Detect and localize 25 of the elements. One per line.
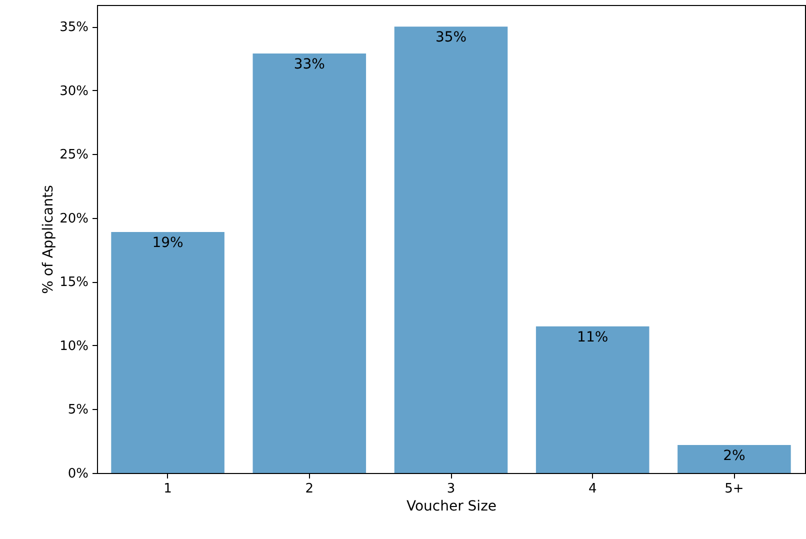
y-tick-label: 0% — [68, 466, 88, 482]
data-label: 2% — [723, 448, 746, 464]
y-tick-label: 5% — [68, 402, 88, 418]
y-tick-label: 25% — [60, 148, 88, 163]
data-label: 35% — [435, 30, 467, 46]
bar — [536, 326, 650, 473]
x-axis-title: Voucher Size — [406, 498, 497, 514]
y-tick-label: 30% — [60, 84, 88, 99]
y-tick-label: 35% — [60, 20, 88, 36]
y-tick-label: 10% — [60, 338, 88, 354]
bar — [678, 444, 791, 473]
x-tick-label: 1 — [164, 482, 172, 496]
bar — [394, 26, 508, 473]
bar — [111, 232, 224, 473]
data-label: 33% — [294, 56, 325, 72]
bar — [252, 53, 366, 473]
y-axis-title: % of Applicants — [40, 185, 57, 294]
y-tick-label: 15% — [60, 275, 88, 290]
x-tick-label: 4 — [588, 482, 597, 496]
y-tick-label: 20% — [60, 211, 88, 226]
x-tick-label: 3 — [446, 482, 456, 496]
data-label: 11% — [577, 329, 608, 346]
data-label: 19% — [152, 234, 184, 251]
x-tick-label: 2 — [305, 482, 314, 496]
x-tick-label: 5+ — [724, 482, 744, 496]
